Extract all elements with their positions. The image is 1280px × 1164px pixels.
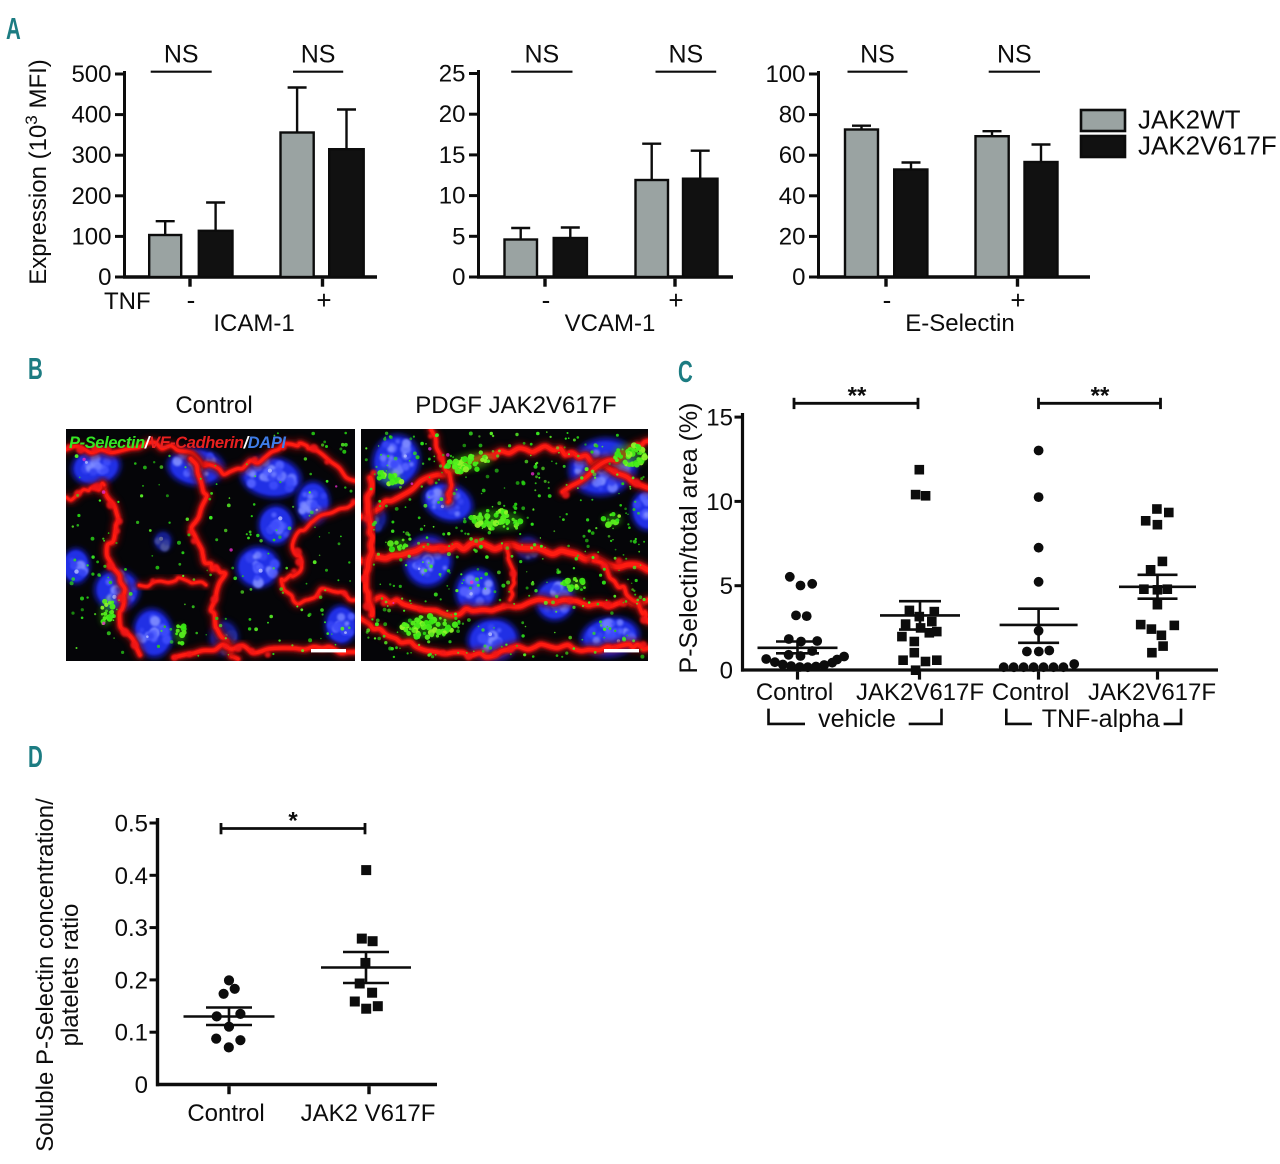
svg-text:60: 60 bbox=[779, 142, 806, 169]
svg-text:JAK2 V617F: JAK2 V617F bbox=[301, 1100, 436, 1127]
svg-text:15: 15 bbox=[439, 142, 466, 169]
svg-text:NS: NS bbox=[668, 41, 703, 69]
svg-text:vehicle: vehicle bbox=[818, 705, 896, 733]
svg-text:NS: NS bbox=[997, 41, 1032, 69]
svg-text:P-Selectin/VE-Cadherin/DAPI: P-Selectin/VE-Cadherin/DAPI bbox=[69, 434, 286, 452]
svg-text:0.2: 0.2 bbox=[115, 967, 148, 994]
svg-text:10: 10 bbox=[439, 183, 466, 210]
svg-text:0.3: 0.3 bbox=[115, 915, 148, 942]
svg-text:+: + bbox=[316, 285, 331, 315]
svg-text:5: 5 bbox=[452, 223, 465, 250]
svg-text:TNF-alpha: TNF-alpha bbox=[1042, 705, 1160, 733]
svg-text:JAK2V617F: JAK2V617F bbox=[1138, 131, 1277, 161]
svg-text:NS: NS bbox=[301, 41, 336, 69]
svg-text:0: 0 bbox=[135, 1072, 148, 1099]
svg-text:15: 15 bbox=[706, 405, 733, 432]
svg-text:+: + bbox=[668, 285, 683, 315]
svg-text:Control: Control bbox=[175, 392, 252, 419]
svg-text:0: 0 bbox=[720, 658, 733, 685]
svg-text:ICAM-1: ICAM-1 bbox=[213, 310, 294, 337]
svg-text:C: C bbox=[678, 354, 693, 389]
svg-text:D: D bbox=[28, 739, 43, 774]
svg-text:0: 0 bbox=[452, 264, 465, 291]
svg-text:PDGF JAK2V617F: PDGF JAK2V617F bbox=[415, 392, 616, 419]
svg-text:80: 80 bbox=[779, 102, 806, 129]
svg-text:Control: Control bbox=[187, 1100, 264, 1127]
svg-text:TNF: TNF bbox=[104, 288, 151, 315]
svg-text:*: * bbox=[288, 808, 298, 835]
svg-text:0.1: 0.1 bbox=[115, 1020, 148, 1047]
svg-text:300: 300 bbox=[71, 142, 111, 169]
svg-text:40: 40 bbox=[779, 183, 806, 210]
svg-text:20: 20 bbox=[439, 101, 466, 128]
svg-text:NS: NS bbox=[524, 41, 559, 69]
svg-text:P-Selectin/total area (%): P-Selectin/total area (%) bbox=[675, 403, 703, 674]
svg-text:Expression (103 MFI): Expression (103 MFI) bbox=[22, 59, 52, 285]
svg-text:Soluble P-Selectin concentrati: Soluble P-Selectin concentration/ bbox=[32, 798, 59, 1152]
svg-text:**: ** bbox=[848, 382, 867, 409]
svg-text:JAK2V617F: JAK2V617F bbox=[856, 679, 984, 706]
svg-text:-: - bbox=[542, 285, 551, 315]
svg-text:25: 25 bbox=[439, 61, 466, 88]
svg-text:0.4: 0.4 bbox=[115, 863, 148, 890]
svg-text:100: 100 bbox=[765, 61, 805, 88]
svg-text:JAK2WT: JAK2WT bbox=[1138, 105, 1241, 135]
svg-text:JAK2V617F: JAK2V617F bbox=[1088, 679, 1216, 706]
svg-text:platelets ratio: platelets ratio bbox=[57, 904, 84, 1047]
svg-text:10: 10 bbox=[706, 489, 733, 516]
svg-text:A: A bbox=[6, 11, 21, 46]
svg-text:NS: NS bbox=[860, 41, 895, 69]
svg-text:+: + bbox=[1010, 285, 1025, 315]
svg-text:**: ** bbox=[1091, 382, 1110, 409]
svg-text:-: - bbox=[187, 285, 196, 315]
svg-text:200: 200 bbox=[71, 183, 111, 210]
svg-text:B: B bbox=[28, 351, 43, 386]
svg-text:5: 5 bbox=[720, 573, 733, 600]
svg-text:Control: Control bbox=[756, 679, 833, 706]
svg-text:20: 20 bbox=[779, 223, 806, 250]
svg-text:0.5: 0.5 bbox=[115, 811, 148, 838]
svg-text:500: 500 bbox=[71, 61, 111, 88]
svg-text:0: 0 bbox=[98, 264, 111, 291]
svg-text:E-Selectin: E-Selectin bbox=[905, 310, 1014, 337]
svg-text:0: 0 bbox=[792, 264, 805, 291]
svg-text:400: 400 bbox=[71, 102, 111, 129]
svg-text:-: - bbox=[883, 285, 892, 315]
svg-text:100: 100 bbox=[71, 223, 111, 250]
svg-text:VCAM-1: VCAM-1 bbox=[565, 310, 656, 337]
svg-text:Control: Control bbox=[992, 679, 1069, 706]
svg-text:NS: NS bbox=[164, 41, 199, 69]
